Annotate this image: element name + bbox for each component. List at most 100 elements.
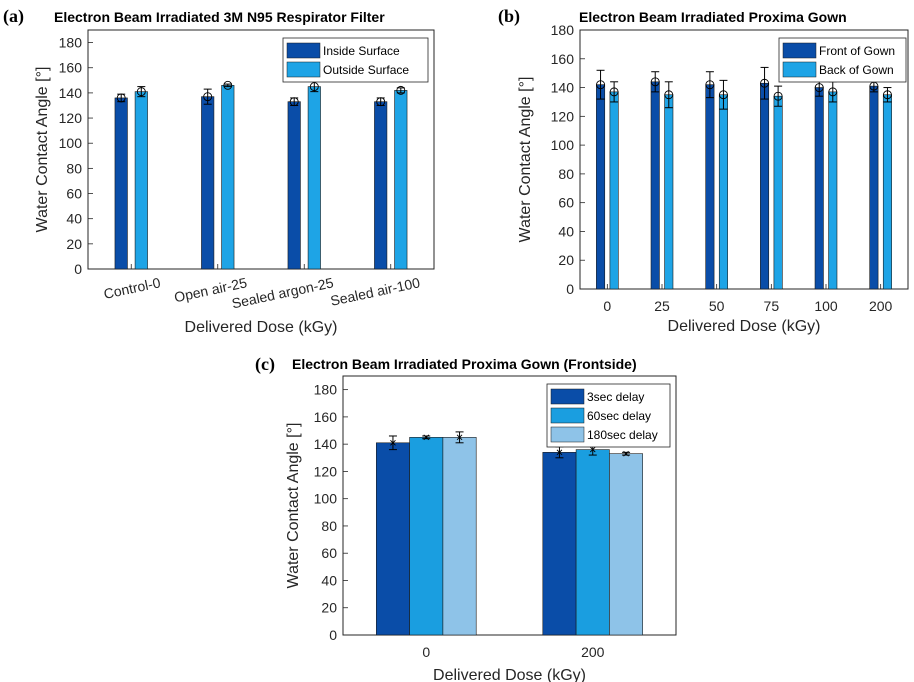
y-tick-label: 0 — [329, 627, 337, 643]
data-marker — [456, 434, 463, 441]
y-tick-label: 60 — [66, 186, 82, 202]
y-tick-label: 0 — [74, 261, 82, 277]
data-marker — [705, 80, 715, 90]
y-tick-label: 160 — [551, 51, 575, 67]
bar — [869, 85, 879, 290]
bar — [609, 453, 644, 636]
data-marker — [609, 87, 619, 97]
bar — [882, 94, 892, 290]
data-marker — [289, 97, 299, 107]
legend-label: Outside Surface — [323, 63, 409, 77]
bar — [828, 91, 838, 290]
legend-swatch — [782, 61, 817, 78]
data-marker — [203, 92, 213, 102]
y-tick-label: 120 — [551, 108, 575, 124]
bar — [773, 95, 783, 290]
y-tick-label: 80 — [66, 160, 82, 176]
legend-swatch — [550, 407, 585, 424]
x-axis-label: Delivered Dose (kGy) — [185, 319, 338, 336]
bar — [609, 91, 619, 290]
chart-title: Electron Beam Irradiated 3M N95 Respirat… — [54, 9, 385, 25]
bar — [374, 101, 388, 270]
legend-label: 3sec delay — [587, 390, 644, 404]
x-tick-label: 50 — [709, 298, 725, 314]
y-tick-label: 80 — [321, 518, 337, 534]
y-tick-label: 20 — [558, 252, 574, 268]
y-tick-label: 40 — [321, 572, 337, 588]
bar — [375, 442, 410, 636]
data-marker — [136, 87, 146, 97]
bar — [664, 94, 674, 290]
data-marker — [718, 90, 728, 100]
data-marker — [116, 93, 126, 103]
bar — [718, 94, 728, 290]
y-tick-label: 20 — [66, 236, 82, 252]
legend-label: 180sec delay — [587, 428, 658, 442]
x-tick-label: 200 — [869, 298, 893, 314]
y-tick-label: 180 — [314, 382, 338, 398]
legend-label: Back of Gown — [819, 63, 894, 77]
bar — [287, 101, 301, 270]
y-tick-label: 140 — [551, 80, 575, 96]
data-marker — [814, 83, 824, 93]
x-tick-label: Control-0 — [102, 274, 162, 302]
bar — [814, 87, 824, 290]
y-tick-label: 100 — [314, 491, 338, 507]
legend-label: 60sec delay — [587, 409, 651, 423]
data-marker — [589, 446, 596, 453]
legend-swatch — [550, 388, 585, 405]
bar — [760, 82, 770, 290]
y-axis-label: Water Contact Angle [°] — [285, 423, 302, 589]
data-marker — [650, 77, 660, 87]
bar — [201, 96, 215, 270]
x-tick-label: 200 — [581, 644, 605, 660]
bar — [394, 90, 408, 270]
data-marker — [596, 80, 606, 90]
bar — [307, 86, 321, 270]
y-tick-label: 140 — [59, 85, 83, 101]
data-marker — [309, 82, 319, 92]
bar — [442, 437, 477, 636]
bar — [221, 85, 235, 270]
legend-swatch — [286, 61, 321, 78]
x-tick-label: 0 — [422, 644, 430, 660]
y-tick-label: 120 — [314, 463, 338, 479]
data-marker — [556, 449, 563, 456]
y-tick-label: 100 — [551, 137, 575, 153]
legend-swatch — [550, 426, 585, 443]
legend-swatch — [286, 42, 321, 59]
data-marker — [423, 434, 430, 441]
y-tick-label: 160 — [314, 409, 338, 425]
bar — [705, 84, 715, 290]
y-tick-label: 80 — [558, 166, 574, 182]
y-tick-label: 180 — [59, 35, 83, 51]
x-axis-label: Delivered Dose (kGy) — [668, 318, 821, 335]
data-marker — [390, 439, 396, 446]
x-tick-label: 25 — [654, 298, 670, 314]
x-tick-label: 0 — [603, 298, 611, 314]
bar — [575, 449, 610, 636]
x-tick-label: 100 — [814, 298, 838, 314]
data-marker — [623, 450, 629, 457]
y-tick-label: 140 — [314, 436, 338, 452]
y-tick-label: 100 — [59, 135, 83, 151]
bar — [650, 81, 660, 290]
y-tick-label: 20 — [321, 600, 337, 616]
y-tick-label: 40 — [66, 211, 82, 227]
bar — [596, 84, 606, 290]
data-marker — [396, 85, 406, 95]
x-tick-label: 75 — [764, 298, 780, 314]
bar — [114, 97, 128, 270]
chart-title: Electron Beam Irradiated Proxima Gown (F… — [292, 356, 637, 372]
bar — [134, 91, 148, 270]
y-axis-label: Water Contact Angle [°] — [517, 77, 534, 243]
chart-panel-a: (a) Electron Beam Irradiated 3M N95 Respi… — [3, 6, 435, 336]
data-marker — [828, 87, 838, 97]
y-tick-label: 40 — [558, 223, 574, 239]
data-marker — [664, 90, 674, 100]
y-tick-label: 120 — [59, 110, 83, 126]
data-marker — [376, 97, 386, 107]
panel-letter: (a) — [3, 6, 24, 27]
bar — [409, 437, 444, 636]
